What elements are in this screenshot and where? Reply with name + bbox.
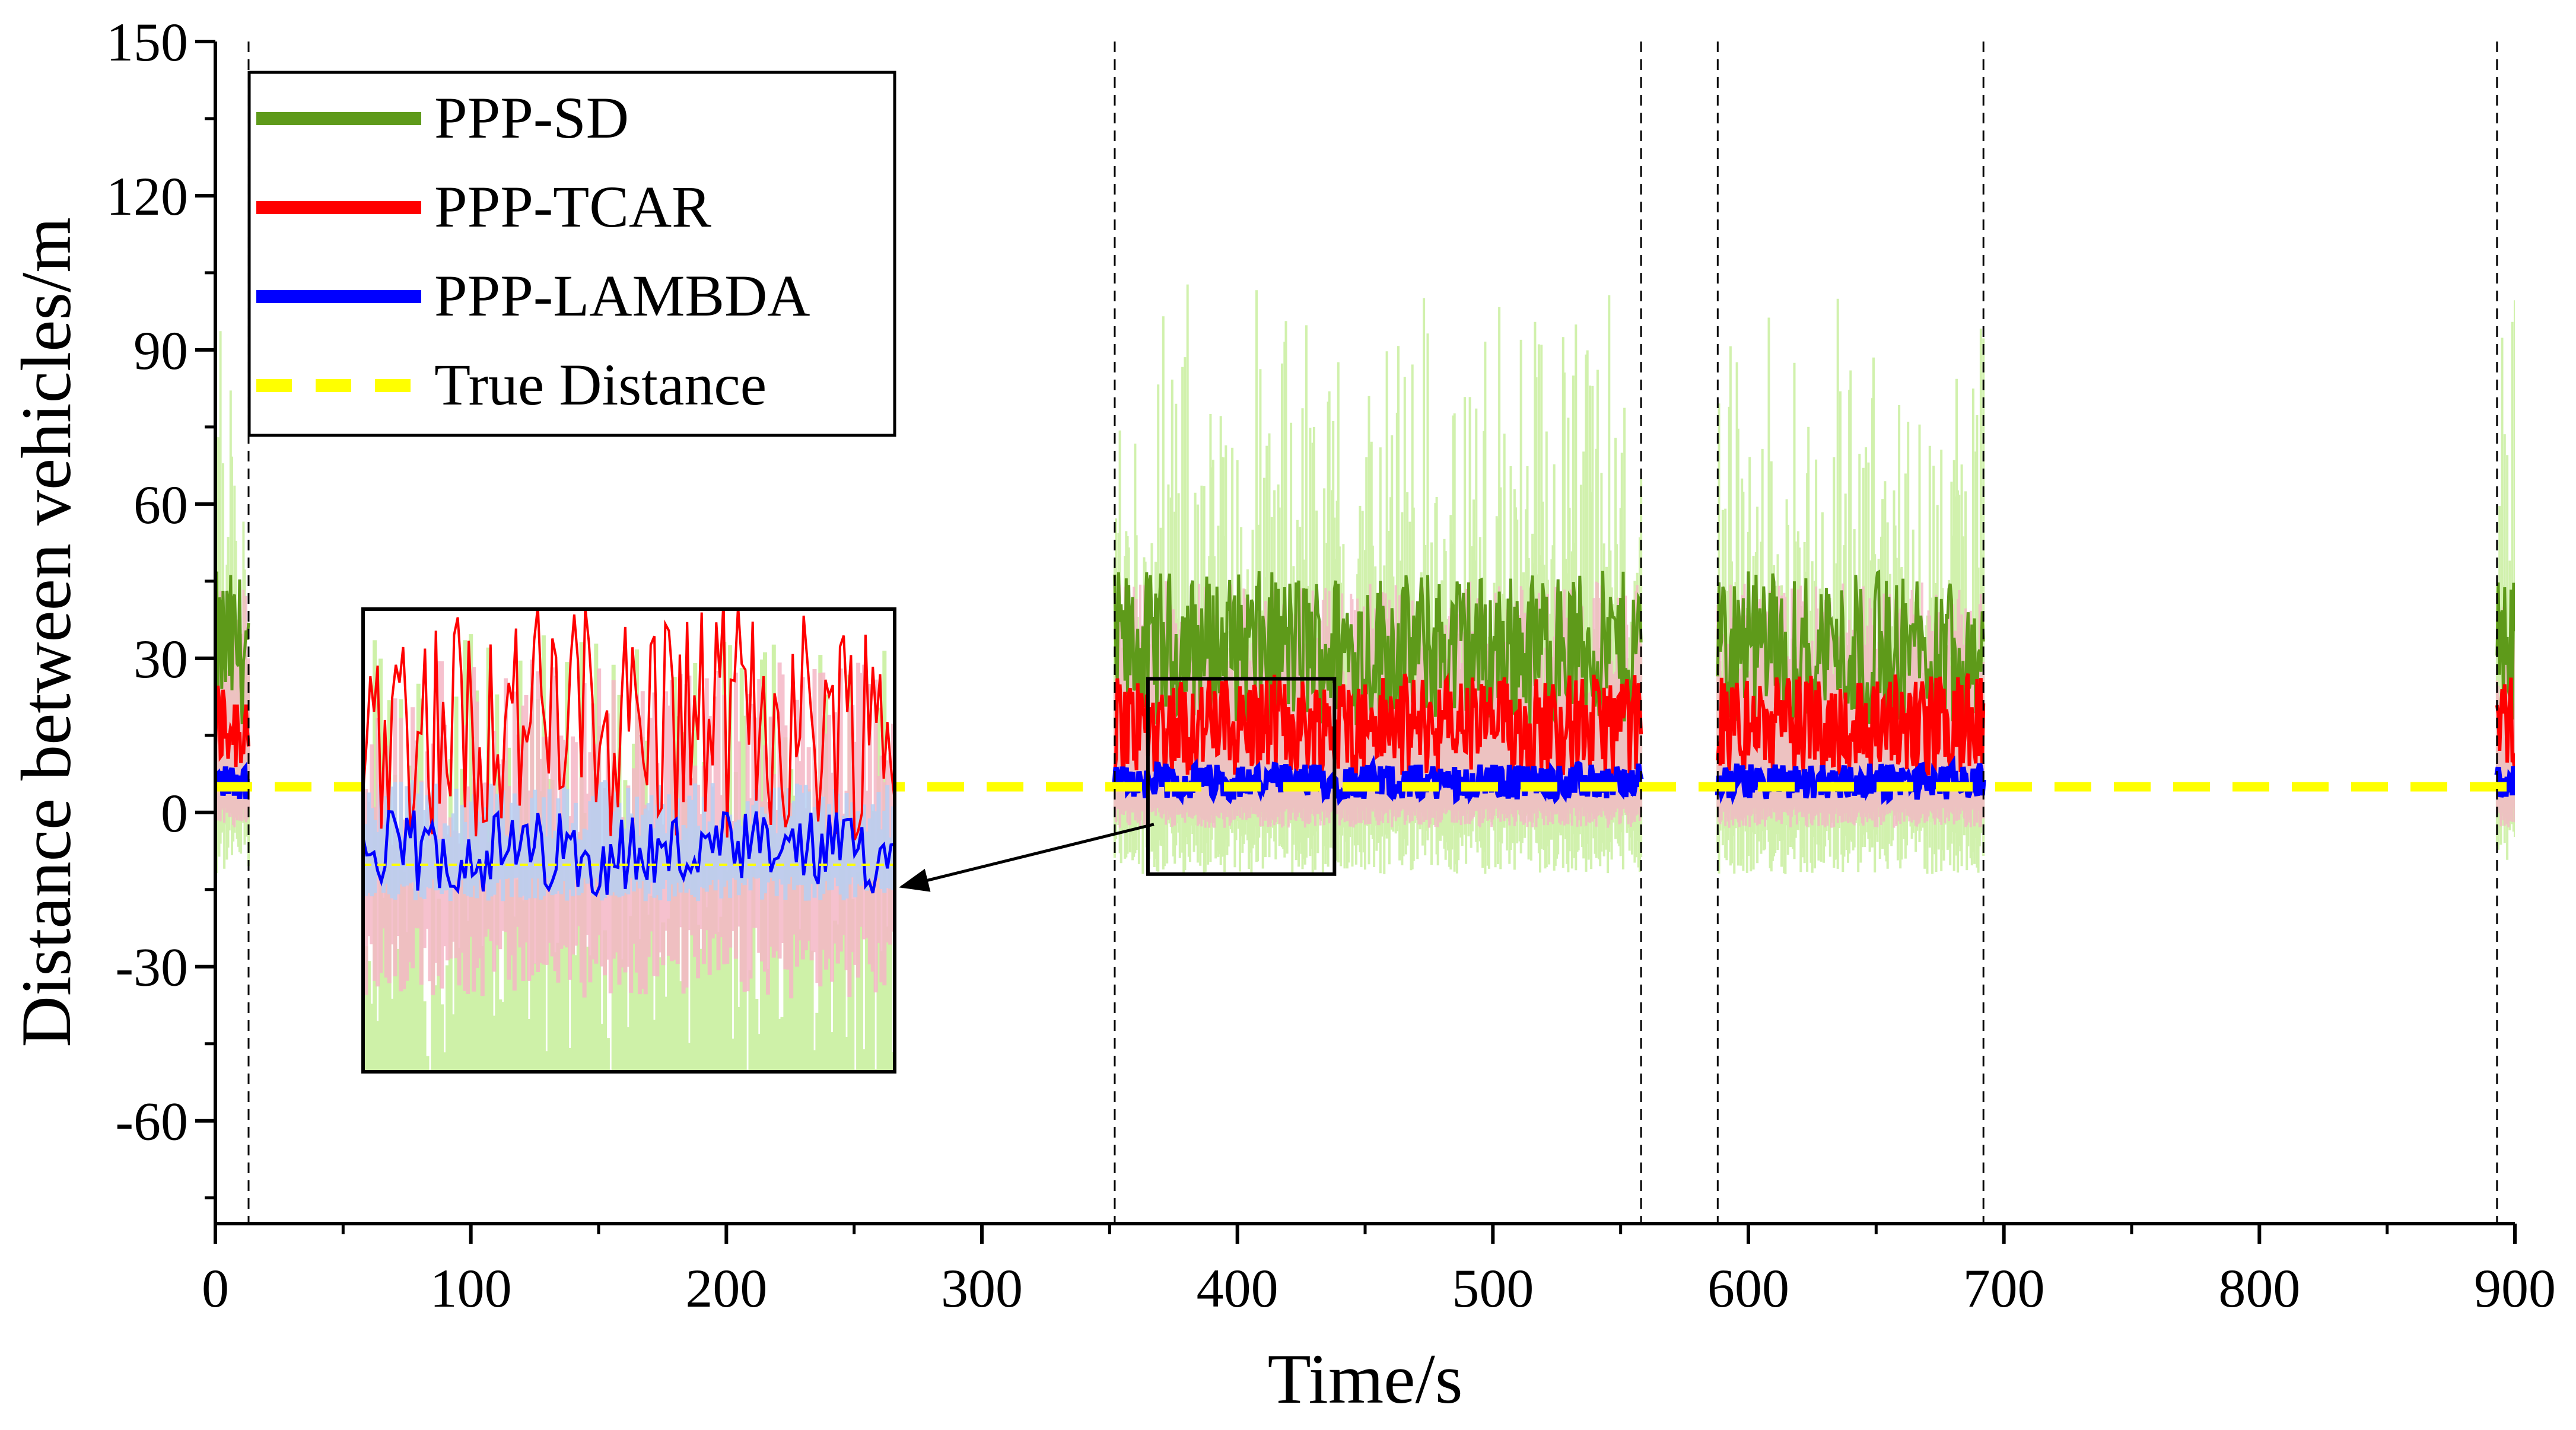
x-tick-label-7: 700: [1963, 1258, 2045, 1318]
zoom-arrow: [899, 823, 1155, 892]
series-ppp-tcar-seg1: [1112, 673, 1643, 781]
x-tick-label-9: 900: [2474, 1258, 2556, 1318]
y-tick-label-4: 60: [133, 474, 188, 535]
legend-label-ppp-tcar: PPP-TCAR: [434, 174, 711, 240]
y-axis-title: Distance between vehicles/m: [7, 217, 85, 1047]
series-ppp-tcar-seg3: [2495, 677, 2515, 773]
series-ppp-lambda-seg0: [215, 762, 250, 800]
x-tick-label-3: 300: [941, 1258, 1023, 1318]
series-ppp-lambda-seg1: [1112, 754, 1644, 806]
x-tick-label-8: 800: [2218, 1258, 2300, 1318]
legend: PPP-SD PPP-TCAR PPP-LAMBDA True Distance: [247, 71, 896, 437]
y-tick-label-1: -30: [115, 937, 188, 998]
inset-series-ppp-lambda: [363, 810, 895, 897]
series-ppp-sd-seg2: [1716, 569, 1985, 724]
zoom-box: [1146, 677, 1337, 876]
y-tick-label-5: 90: [133, 320, 188, 381]
y-tick-label-3: 30: [133, 629, 188, 689]
x-tick-label-5: 500: [1452, 1258, 1534, 1318]
y-tick-label-2: 0: [161, 783, 188, 843]
legend-label-ppp-lambda: PPP-LAMBDA: [434, 263, 810, 329]
legend-box: [247, 71, 896, 437]
series-ppp-sd-seg0: [215, 571, 250, 725]
x-tick-label-0: 0: [202, 1258, 229, 1318]
legend-label-true-distance: True Distance: [434, 352, 767, 418]
x-axis-title: Time/s: [1267, 1339, 1462, 1418]
legend-label-ppp-sd: PPP-SD: [434, 85, 629, 151]
zoom-inset: [361, 607, 896, 1074]
x-tick-label-6: 600: [1707, 1258, 1789, 1318]
series-ppp-tcar-seg0: [215, 685, 250, 767]
axes: 0 100 200 300 400 500 600 700 800 900 -60 -30 0 30 60 9…: [106, 12, 2556, 1318]
y-tick-label-6: 120: [106, 166, 188, 227]
y-tick-label-7: 150: [106, 12, 188, 72]
x-tick-label-4: 400: [1197, 1258, 1279, 1318]
series-ppp-tcar-seg2: [1716, 673, 1986, 777]
y-tick-label-0: -60: [115, 1091, 188, 1152]
x-tick-label-1: 100: [430, 1258, 512, 1318]
inset-series-ppp-tcar: [363, 609, 895, 840]
x-tick-label-2: 200: [685, 1258, 767, 1318]
series-ppp-sd-seg3: [2495, 582, 2515, 720]
